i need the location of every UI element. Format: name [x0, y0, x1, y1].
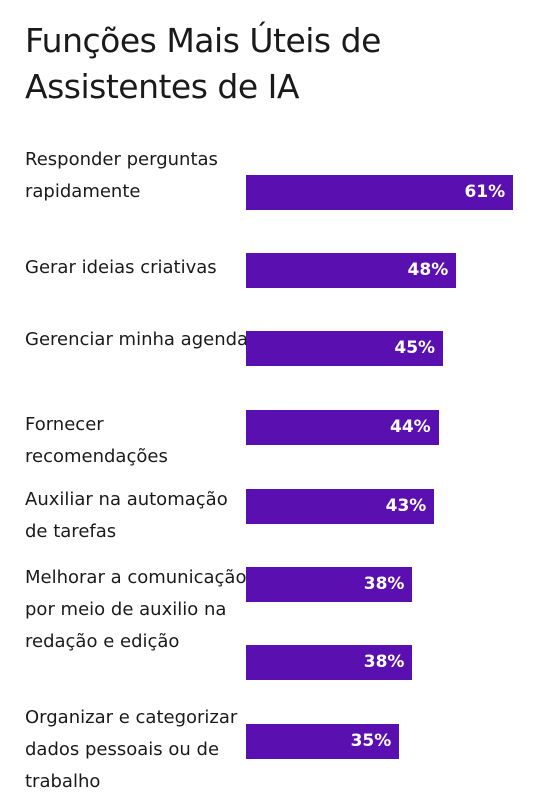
value-label: 43%: [385, 496, 427, 516]
value-label: 45%: [394, 338, 436, 358]
bar: [246, 253, 457, 288]
category-label: Gerenciar minha agenda: [25, 329, 249, 350]
bar: [246, 331, 444, 366]
bar: [246, 645, 413, 680]
bar: [246, 567, 413, 602]
bar: [246, 175, 514, 210]
value-label: 44%: [390, 417, 431, 437]
category-label: Responder perguntas rapidamente: [25, 149, 218, 202]
value-label: 61%: [464, 182, 506, 202]
value-label: 48%: [407, 260, 449, 280]
bar: [246, 724, 400, 759]
bar: [246, 489, 435, 524]
category-label: Melhorar a comunicação por meio de auxil…: [25, 567, 247, 652]
value-label: 38%: [363, 652, 405, 672]
chart-title: Funções Mais Úteis de Assistentes de IA: [25, 21, 381, 106]
bar: [246, 410, 439, 445]
category-label: Organizar e categorizar dados pessoais o…: [25, 707, 238, 792]
category-label: Auxiliar na automação de tarefas: [25, 489, 228, 542]
category-label: Gerar ideias criativas: [25, 257, 217, 278]
category-label: Fornecer recomendações: [25, 414, 168, 467]
value-label: 35%: [350, 731, 392, 751]
value-label: 38%: [363, 574, 405, 594]
